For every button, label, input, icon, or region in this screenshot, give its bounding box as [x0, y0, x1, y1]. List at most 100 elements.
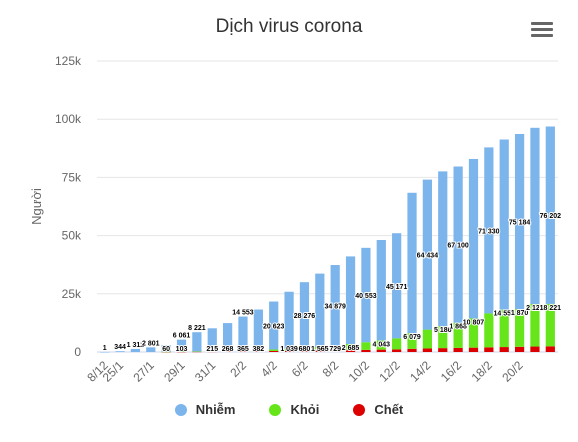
bar-khỏi[interactable]	[223, 350, 233, 352]
bar-nhiễm[interactable]	[100, 351, 110, 353]
legend-item[interactable]: Khỏi	[269, 402, 319, 417]
bar-khỏi[interactable]	[499, 309, 509, 348]
bar-nhiễm[interactable]	[438, 171, 448, 327]
bar-nhiễm[interactable]	[361, 247, 371, 343]
bar-khỏi[interactable]	[192, 351, 202, 352]
hamburger-menu-icon[interactable]	[531, 22, 553, 40]
bar-khỏi[interactable]	[514, 309, 525, 347]
data-label: 6 079	[403, 334, 421, 341]
bar-nhiễm[interactable]	[269, 301, 279, 350]
bar-nhiễm[interactable]	[376, 239, 386, 341]
bar-khỏi[interactable]	[176, 351, 187, 353]
bar-nhiễm[interactable]	[192, 332, 202, 352]
bar-chết[interactable]	[484, 347, 494, 352]
bar-nhiễm[interactable]	[422, 179, 432, 330]
bar-khỏi[interactable]	[345, 343, 356, 351]
bar-chết[interactable]	[330, 350, 340, 352]
bar-khỏi[interactable]	[361, 342, 371, 350]
bar-chết[interactable]	[499, 347, 509, 352]
x-tick-label: 12/2	[376, 358, 403, 385]
bar-chết[interactable]	[407, 348, 417, 352]
bar-khỏi[interactable]	[392, 338, 402, 350]
bar-nhiễm[interactable]	[407, 192, 417, 334]
bar-chết[interactable]	[422, 348, 432, 352]
bar-nhiễm[interactable]	[115, 351, 125, 352]
bar-khỏi[interactable]	[238, 350, 248, 352]
x-tick-label: 31/1	[192, 358, 219, 385]
bar-chết[interactable]	[392, 349, 402, 352]
bar-nhiễm[interactable]	[223, 323, 233, 351]
bar-chết[interactable]	[545, 346, 555, 352]
bar-nhiễm[interactable]	[130, 348, 141, 352]
legend-item[interactable]: Nhiễm	[174, 402, 235, 417]
bar-nhiễm[interactable]	[315, 273, 325, 347]
bar-nhiễm[interactable]	[238, 316, 248, 351]
bar-khỏi[interactable]	[438, 326, 448, 349]
bar-khỏi[interactable]	[269, 349, 279, 352]
bar-chết[interactable]	[253, 351, 263, 352]
bar-khỏi[interactable]	[545, 303, 555, 347]
y-tick-label: 125k	[55, 54, 82, 68]
bar-khỏi[interactable]	[407, 333, 417, 349]
bar-khỏi[interactable]	[299, 348, 310, 351]
bar-chết[interactable]	[468, 347, 479, 352]
bar-khỏi[interactable]	[422, 329, 432, 349]
data-label: 1 868	[449, 324, 467, 331]
bar-chết[interactable]	[223, 351, 233, 352]
bar-chết[interactable]	[376, 349, 386, 352]
bar-nhiễm[interactable]	[345, 256, 356, 344]
bar-khỏi[interactable]	[284, 348, 294, 351]
x-tick-label: 29/1	[161, 358, 188, 385]
bar-khỏi[interactable]	[468, 318, 479, 348]
bar-nhiễm[interactable]	[176, 339, 187, 352]
bar-khỏi[interactable]	[330, 346, 340, 351]
data-label: 1 565	[311, 346, 329, 353]
x-tick-label: 14/2	[407, 358, 434, 385]
bar-chết[interactable]	[453, 347, 463, 352]
bar-chết[interactable]	[238, 351, 248, 352]
bar-khỏi[interactable]	[530, 304, 540, 347]
bar-khỏi[interactable]	[453, 322, 463, 348]
bar-khỏi[interactable]	[207, 351, 217, 352]
bar-khỏi[interactable]	[161, 351, 171, 353]
bar-khỏi[interactable]	[376, 340, 386, 350]
bar-chết[interactable]	[361, 349, 371, 352]
bar-nhiễm[interactable]	[530, 127, 540, 305]
bar-khỏi[interactable]	[484, 313, 494, 348]
data-label: 215	[206, 346, 218, 353]
data-label: 5 186	[434, 327, 452, 334]
bar-nhiễm[interactable]	[146, 347, 156, 352]
bar-chết[interactable]	[315, 350, 325, 352]
x-tick-label: 4/2	[258, 358, 280, 380]
bar-chết[interactable]	[192, 351, 202, 353]
bar-nhiễm[interactable]	[499, 139, 509, 310]
data-label: 6 061	[173, 333, 191, 340]
bar-nhiễm[interactable]	[253, 309, 263, 351]
bar-nhiễm[interactable]	[161, 345, 171, 352]
bar-nhiễm[interactable]	[330, 265, 340, 347]
bar-chết[interactable]	[299, 350, 310, 352]
bar-khỏi[interactable]	[253, 350, 263, 352]
data-label: 1	[103, 345, 107, 352]
bar-chết[interactable]	[269, 351, 279, 352]
legend-item[interactable]: Chết	[353, 402, 403, 417]
data-label: 1 039	[280, 346, 298, 353]
bar-nhiễm[interactable]	[545, 126, 555, 304]
bar-nhiễm[interactable]	[284, 291, 294, 349]
bar-nhiễm[interactable]	[299, 282, 310, 349]
bar-chết[interactable]	[530, 346, 540, 352]
bar-nhiễm[interactable]	[484, 147, 494, 314]
bar-chết[interactable]	[438, 348, 448, 352]
bar-chết[interactable]	[345, 350, 356, 352]
bar-chết[interactable]	[284, 350, 294, 352]
bar-nhiễm[interactable]	[207, 328, 217, 352]
data-label: 64 434	[417, 253, 439, 260]
bar-nhiễm[interactable]	[468, 158, 479, 319]
bar-chết[interactable]	[207, 351, 217, 353]
bar-khỏi[interactable]	[315, 346, 325, 351]
bar-nhiễm[interactable]	[392, 233, 402, 339]
bar-chết[interactable]	[514, 346, 525, 352]
bar-nhiễm[interactable]	[453, 166, 463, 323]
bar-nhiễm[interactable]	[514, 134, 525, 310]
